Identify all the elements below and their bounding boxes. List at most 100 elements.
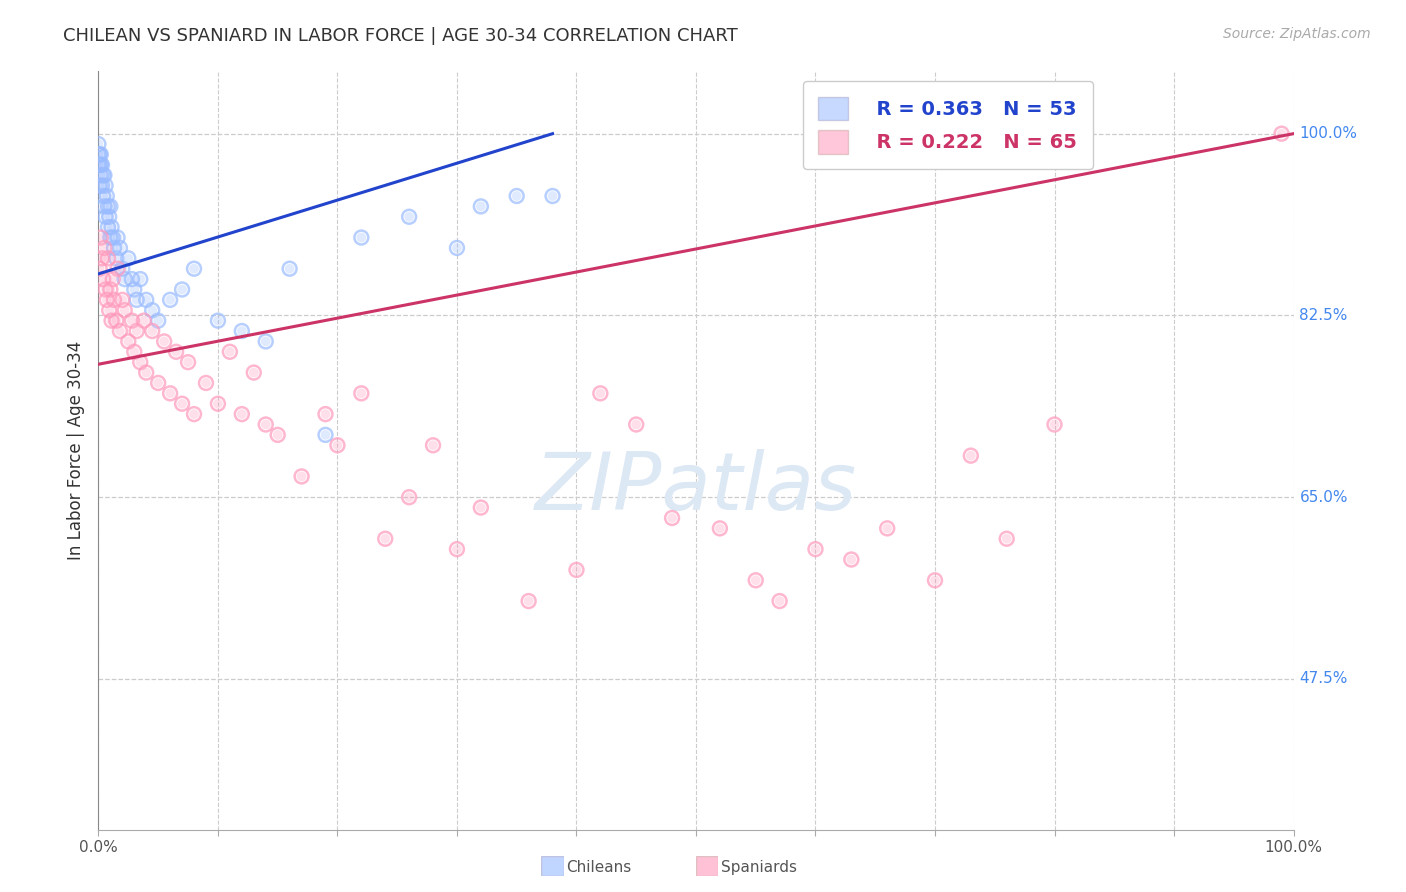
Point: [172, 283, 194, 297]
Point: [177, 355, 200, 369]
Point: [876, 521, 898, 535]
Point: [159, 386, 181, 401]
Point: [129, 355, 152, 369]
Point: [98, 199, 122, 213]
Point: [709, 521, 731, 535]
Point: [91, 272, 114, 286]
Point: [117, 252, 139, 266]
Point: [87, 147, 110, 161]
Y-axis label: In Labor Force | Age 30-34: In Labor Force | Age 30-34: [66, 341, 84, 560]
Point: [87, 158, 110, 172]
Point: [111, 293, 134, 307]
Point: [94, 283, 117, 297]
Point: [103, 241, 125, 255]
Point: [745, 574, 768, 588]
Point: [90, 168, 112, 182]
Point: [141, 303, 163, 318]
Point: [125, 293, 148, 307]
Point: [207, 313, 229, 327]
Point: [132, 313, 155, 327]
Point: [267, 428, 290, 442]
Text: 100.0%: 100.0%: [1299, 126, 1358, 141]
Point: [841, 552, 863, 566]
Point: [141, 324, 163, 338]
Point: [98, 199, 122, 213]
Point: [278, 261, 301, 276]
Point: [315, 428, 337, 442]
Point: [105, 252, 128, 266]
Point: [446, 542, 468, 557]
Point: [129, 272, 152, 286]
Point: [924, 574, 946, 588]
Point: [97, 199, 120, 213]
Point: [100, 220, 122, 235]
Point: [93, 241, 115, 255]
Point: [108, 324, 131, 338]
Point: [254, 417, 277, 432]
Point: [172, 397, 194, 411]
Point: [148, 313, 170, 327]
Point: [995, 532, 1018, 546]
Point: [661, 511, 683, 525]
Point: [105, 313, 128, 327]
Point: [422, 438, 444, 452]
Point: [89, 158, 111, 172]
Point: [231, 407, 253, 421]
Point: [231, 324, 253, 338]
Point: [98, 230, 122, 244]
Point: [107, 261, 129, 276]
Text: CHILEAN VS SPANIARD IN LABOR FORCE | AGE 30-34 CORRELATION CHART: CHILEAN VS SPANIARD IN LABOR FORCE | AGE…: [63, 27, 738, 45]
Point: [1043, 417, 1066, 432]
Point: [101, 230, 124, 244]
Point: [91, 158, 114, 172]
Point: [108, 324, 131, 338]
Point: [98, 283, 122, 297]
Point: [105, 252, 128, 266]
Point: [470, 199, 492, 213]
Point: [506, 189, 529, 203]
Point: [91, 168, 114, 182]
Point: [183, 407, 205, 421]
Point: [183, 407, 205, 421]
Point: [768, 594, 790, 608]
Point: [114, 303, 136, 318]
Point: [374, 532, 396, 546]
Point: [87, 147, 110, 161]
Point: [924, 574, 946, 588]
Point: [745, 574, 768, 588]
Point: [315, 407, 337, 421]
Point: [94, 210, 117, 224]
Point: [91, 178, 114, 193]
Point: [103, 241, 125, 255]
Point: [135, 293, 157, 307]
Point: [153, 334, 176, 349]
Point: [231, 407, 253, 421]
Point: [89, 261, 111, 276]
Point: [876, 521, 898, 535]
Point: [132, 313, 155, 327]
Point: [107, 230, 129, 244]
Point: [100, 220, 122, 235]
Point: [291, 469, 314, 483]
Point: [111, 261, 134, 276]
Point: [254, 334, 277, 349]
Point: [626, 417, 648, 432]
Point: [565, 563, 588, 577]
Point: [541, 189, 564, 203]
Point: [165, 344, 187, 359]
Point: [91, 189, 114, 203]
Point: [135, 366, 157, 380]
Point: [124, 344, 146, 359]
Point: [101, 272, 124, 286]
Point: [101, 230, 124, 244]
Point: [589, 386, 612, 401]
Point: [101, 272, 124, 286]
Text: 65.0%: 65.0%: [1299, 490, 1348, 505]
Point: [98, 210, 121, 224]
Point: [172, 283, 194, 297]
Text: ZIPatlas: ZIPatlas: [534, 450, 858, 527]
Point: [98, 230, 122, 244]
Point: [100, 313, 122, 327]
Point: [87, 137, 110, 152]
Point: [91, 168, 114, 182]
